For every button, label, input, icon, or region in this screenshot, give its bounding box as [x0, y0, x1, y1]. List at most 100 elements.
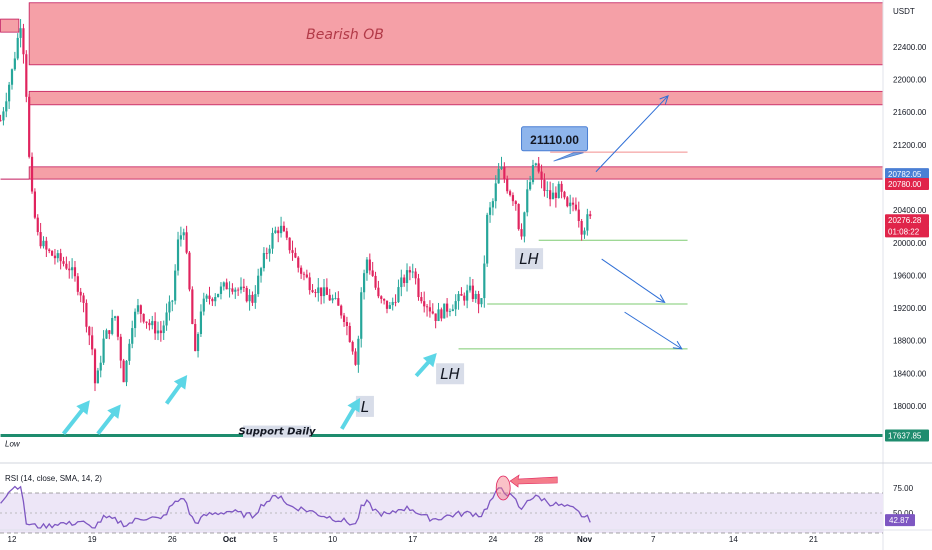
- candle-body-84: [239, 286, 243, 290]
- candle-body-164: [468, 285, 472, 291]
- candle-body-175: [500, 166, 503, 169]
- candle-body-11: [30, 156, 34, 192]
- candle-body-105: [300, 267, 303, 274]
- time-tick-nov: Nov: [577, 535, 593, 544]
- candle-body-139: [397, 287, 400, 303]
- lh-lower-label: LH: [440, 365, 460, 383]
- bearish-ob-label: Bearish OB: [306, 27, 384, 43]
- candle-body-17: [48, 249, 51, 251]
- l-low-label: L: [361, 398, 369, 416]
- forecast-arrow-down-2: [624, 311, 683, 350]
- candle-body-202: [577, 209, 580, 222]
- pricetag-20782-bg: [885, 168, 929, 181]
- candle-body-124: [354, 351, 357, 365]
- candle-body-27: [76, 276, 79, 292]
- candle-body-160: [457, 294, 460, 302]
- time-tick-17: 17: [408, 535, 417, 544]
- candle-body-188: [537, 163, 540, 172]
- candle-body-123: [351, 341, 354, 352]
- candle-body-80: [228, 288, 231, 290]
- candle-body-101: [288, 237, 291, 251]
- candle-body-143: [408, 270, 411, 273]
- time-tick-10: 10: [328, 535, 337, 544]
- candle-body-78: [222, 282, 225, 287]
- candle-body-66: [188, 252, 191, 290]
- candle-body-110: [314, 292, 317, 294]
- candle-body-176: [503, 166, 506, 180]
- time-tick-oct: Oct: [223, 535, 237, 544]
- candle-body-29: [82, 295, 85, 303]
- top-left-zone: [0, 18, 20, 33]
- candle-body-180: [514, 201, 517, 205]
- candle-body-30: [85, 302, 88, 327]
- candle-body-109: [311, 290, 314, 293]
- candle-body-147: [420, 297, 423, 302]
- candle-body-106: [302, 273, 306, 275]
- pricetag-20780-bg: [885, 177, 929, 190]
- candle-body-93: [265, 253, 268, 254]
- candle-body-15: [42, 240, 45, 247]
- candle-body-169: [483, 263, 486, 299]
- candle-body-20: [56, 253, 59, 259]
- time-tick-21: 21: [809, 535, 818, 544]
- candle-body-108: [308, 277, 311, 291]
- support-daily-label: Support Daily: [238, 427, 316, 438]
- pricetag-17637: 17637.85: [888, 432, 922, 441]
- candle-body-120: [342, 315, 346, 323]
- price-tick-22400: 22400.00: [893, 43, 927, 52]
- levels-layer: [0, 151, 883, 438]
- price-tick-20000: 20000.00: [893, 239, 927, 248]
- candle-body-199: [569, 202, 572, 207]
- candle-body-8: [22, 28, 25, 55]
- candle-body-205: [586, 214, 589, 231]
- candle-body-203: [580, 221, 583, 235]
- candle-body-133: [380, 296, 383, 299]
- candle-body-94: [268, 248, 271, 254]
- candle-body-9: [25, 54, 28, 97]
- candle-body-132: [377, 287, 380, 297]
- price-tick-21200: 21200.00: [893, 141, 927, 150]
- candle-body-87: [248, 294, 251, 302]
- candle-body-72: [205, 295, 208, 299]
- lh-lower-label-bg: [436, 363, 465, 385]
- candle-body-74: [211, 298, 214, 302]
- candle-body-195: [557, 183, 560, 199]
- candle-body-144: [411, 271, 414, 273]
- rsi-pane: RSI (14, close, SMA, 14, 2) 75.00 50.0042…: [0, 474, 915, 534]
- candle-body-145: [414, 271, 417, 279]
- forecast-arrow-down-2-head: [672, 340, 683, 350]
- candle-body-52: [148, 322, 151, 326]
- candle-body-42: [119, 336, 122, 361]
- candles-layer: [0, 19, 592, 392]
- candle-body-6: [16, 37, 19, 59]
- candle-body-152: [434, 313, 437, 321]
- rsi-pointer-arrow: [509, 474, 558, 488]
- candle-body-19: [53, 255, 57, 259]
- candle-body-167: [477, 293, 480, 305]
- candle-body-138: [394, 301, 397, 303]
- candle-body-18: [50, 250, 54, 256]
- price-tick-21600: 21600.00: [893, 108, 927, 117]
- candle-body-48: [136, 305, 140, 312]
- candle-body-100: [285, 231, 288, 238]
- candle-body-10: [28, 96, 31, 157]
- price-tick-18000: 18000.00: [893, 402, 927, 411]
- candle-body-141: [403, 277, 406, 284]
- candle-body-41: [116, 316, 120, 337]
- candle-body-136: [388, 305, 391, 309]
- candle-body-24: [68, 268, 71, 271]
- candle-body-73: [208, 295, 211, 299]
- candle-body-2: [5, 101, 8, 112]
- candle-body-53: [151, 321, 154, 326]
- candle-body-198: [566, 197, 569, 207]
- candle-body-5: [13, 58, 16, 70]
- candle-body-122: [348, 325, 351, 342]
- candle-body-89: [254, 294, 257, 303]
- candle-body-58: [165, 312, 168, 326]
- candle-body-126: [360, 292, 363, 339]
- candle-body-92: [262, 253, 265, 269]
- candle-body-65: [185, 232, 188, 253]
- rsi-current-value-bg: [885, 514, 915, 527]
- candle-body-103: [294, 252, 297, 258]
